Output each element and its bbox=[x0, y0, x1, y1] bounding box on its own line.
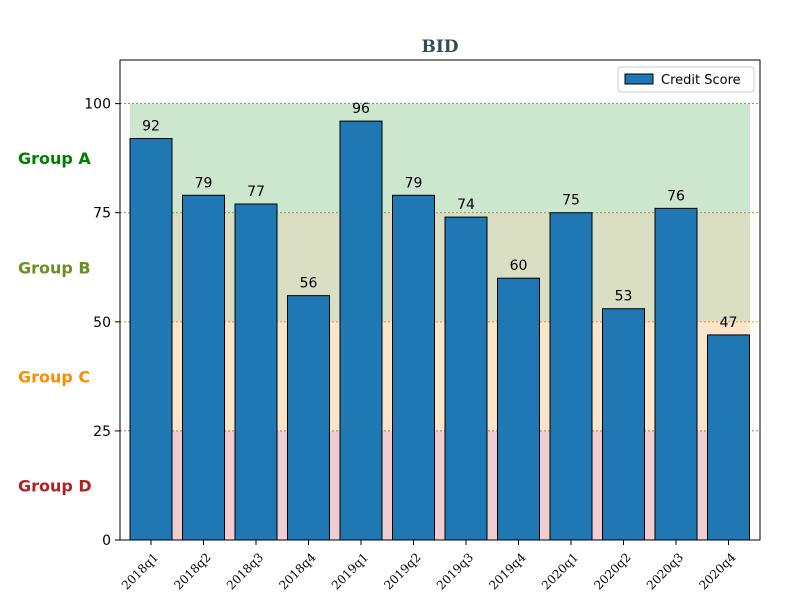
bar bbox=[392, 194, 435, 541]
bar-value-label: 74 bbox=[457, 197, 475, 213]
bar-value-label: 92 bbox=[142, 119, 160, 135]
x-tick-label: 2020q4 bbox=[696, 550, 739, 593]
y-tick-label: 100 bbox=[84, 97, 111, 113]
band-group-c bbox=[130, 321, 750, 431]
y-tick-label: 50 bbox=[93, 315, 111, 331]
bar-value-label: 79 bbox=[405, 175, 423, 191]
group-bands: Group A Group B Group C Group D bbox=[18, 103, 760, 540]
legend-swatch bbox=[624, 73, 654, 85]
x-tick-label: 2018q2 bbox=[171, 550, 213, 592]
x-tick-label: 2019q2 bbox=[381, 550, 423, 592]
plot-frame bbox=[119, 59, 761, 541]
bar bbox=[287, 295, 330, 541]
bar-value-label: 60 bbox=[510, 258, 528, 274]
y-tick-label: 75 bbox=[93, 206, 111, 222]
bar bbox=[707, 334, 750, 541]
group-label: Group C bbox=[18, 367, 90, 386]
bar bbox=[129, 138, 173, 541]
bar-value-label: 47 bbox=[720, 315, 738, 331]
bar bbox=[549, 212, 593, 541]
bar bbox=[182, 194, 225, 541]
chart-title: BID bbox=[421, 37, 458, 57]
x-tick-label: 2018q3 bbox=[224, 550, 266, 592]
x-tick-label: 2019q4 bbox=[486, 550, 529, 593]
x-tick-label: 2019q3 bbox=[434, 550, 476, 592]
bar bbox=[602, 308, 645, 541]
bars: 92 79 77 56 96 79 74 60 75 53 76 47 bbox=[129, 101, 750, 541]
band-group-b bbox=[130, 212, 750, 322]
x-tick-label: 2019q1 bbox=[329, 550, 371, 592]
x-tick-label: 2020q2 bbox=[591, 550, 633, 592]
legend-box bbox=[617, 66, 755, 93]
x-tick-label: 2020q1 bbox=[539, 550, 581, 592]
legend: Credit Score bbox=[617, 66, 755, 93]
x-tick-label: 2020q3 bbox=[644, 550, 686, 592]
x-tick-label: 2018q4 bbox=[276, 550, 319, 593]
group-label: Group D bbox=[18, 476, 92, 495]
legend-label: Credit Score bbox=[661, 73, 741, 88]
bar-value-label: 76 bbox=[667, 188, 685, 204]
bar-value-label: 53 bbox=[615, 289, 633, 305]
group-label: Group A bbox=[18, 149, 91, 168]
bar bbox=[654, 207, 698, 541]
y-tick-label: 25 bbox=[93, 424, 111, 440]
band-group-a bbox=[130, 103, 750, 213]
bar-value-label: 96 bbox=[352, 101, 370, 117]
band-group-d bbox=[130, 430, 750, 540]
bar bbox=[339, 120, 383, 541]
x-tick-label: 2018q1 bbox=[119, 550, 161, 592]
bar-value-label: 79 bbox=[195, 175, 213, 191]
bar bbox=[497, 277, 540, 541]
bar-value-label: 75 bbox=[562, 193, 580, 209]
y-tick-label: 0 bbox=[102, 533, 111, 549]
group-label: Group B bbox=[18, 258, 91, 277]
bar bbox=[444, 216, 488, 541]
bar-value-label: 56 bbox=[300, 276, 318, 292]
bar bbox=[234, 203, 278, 541]
bar-value-label: 77 bbox=[247, 184, 265, 200]
